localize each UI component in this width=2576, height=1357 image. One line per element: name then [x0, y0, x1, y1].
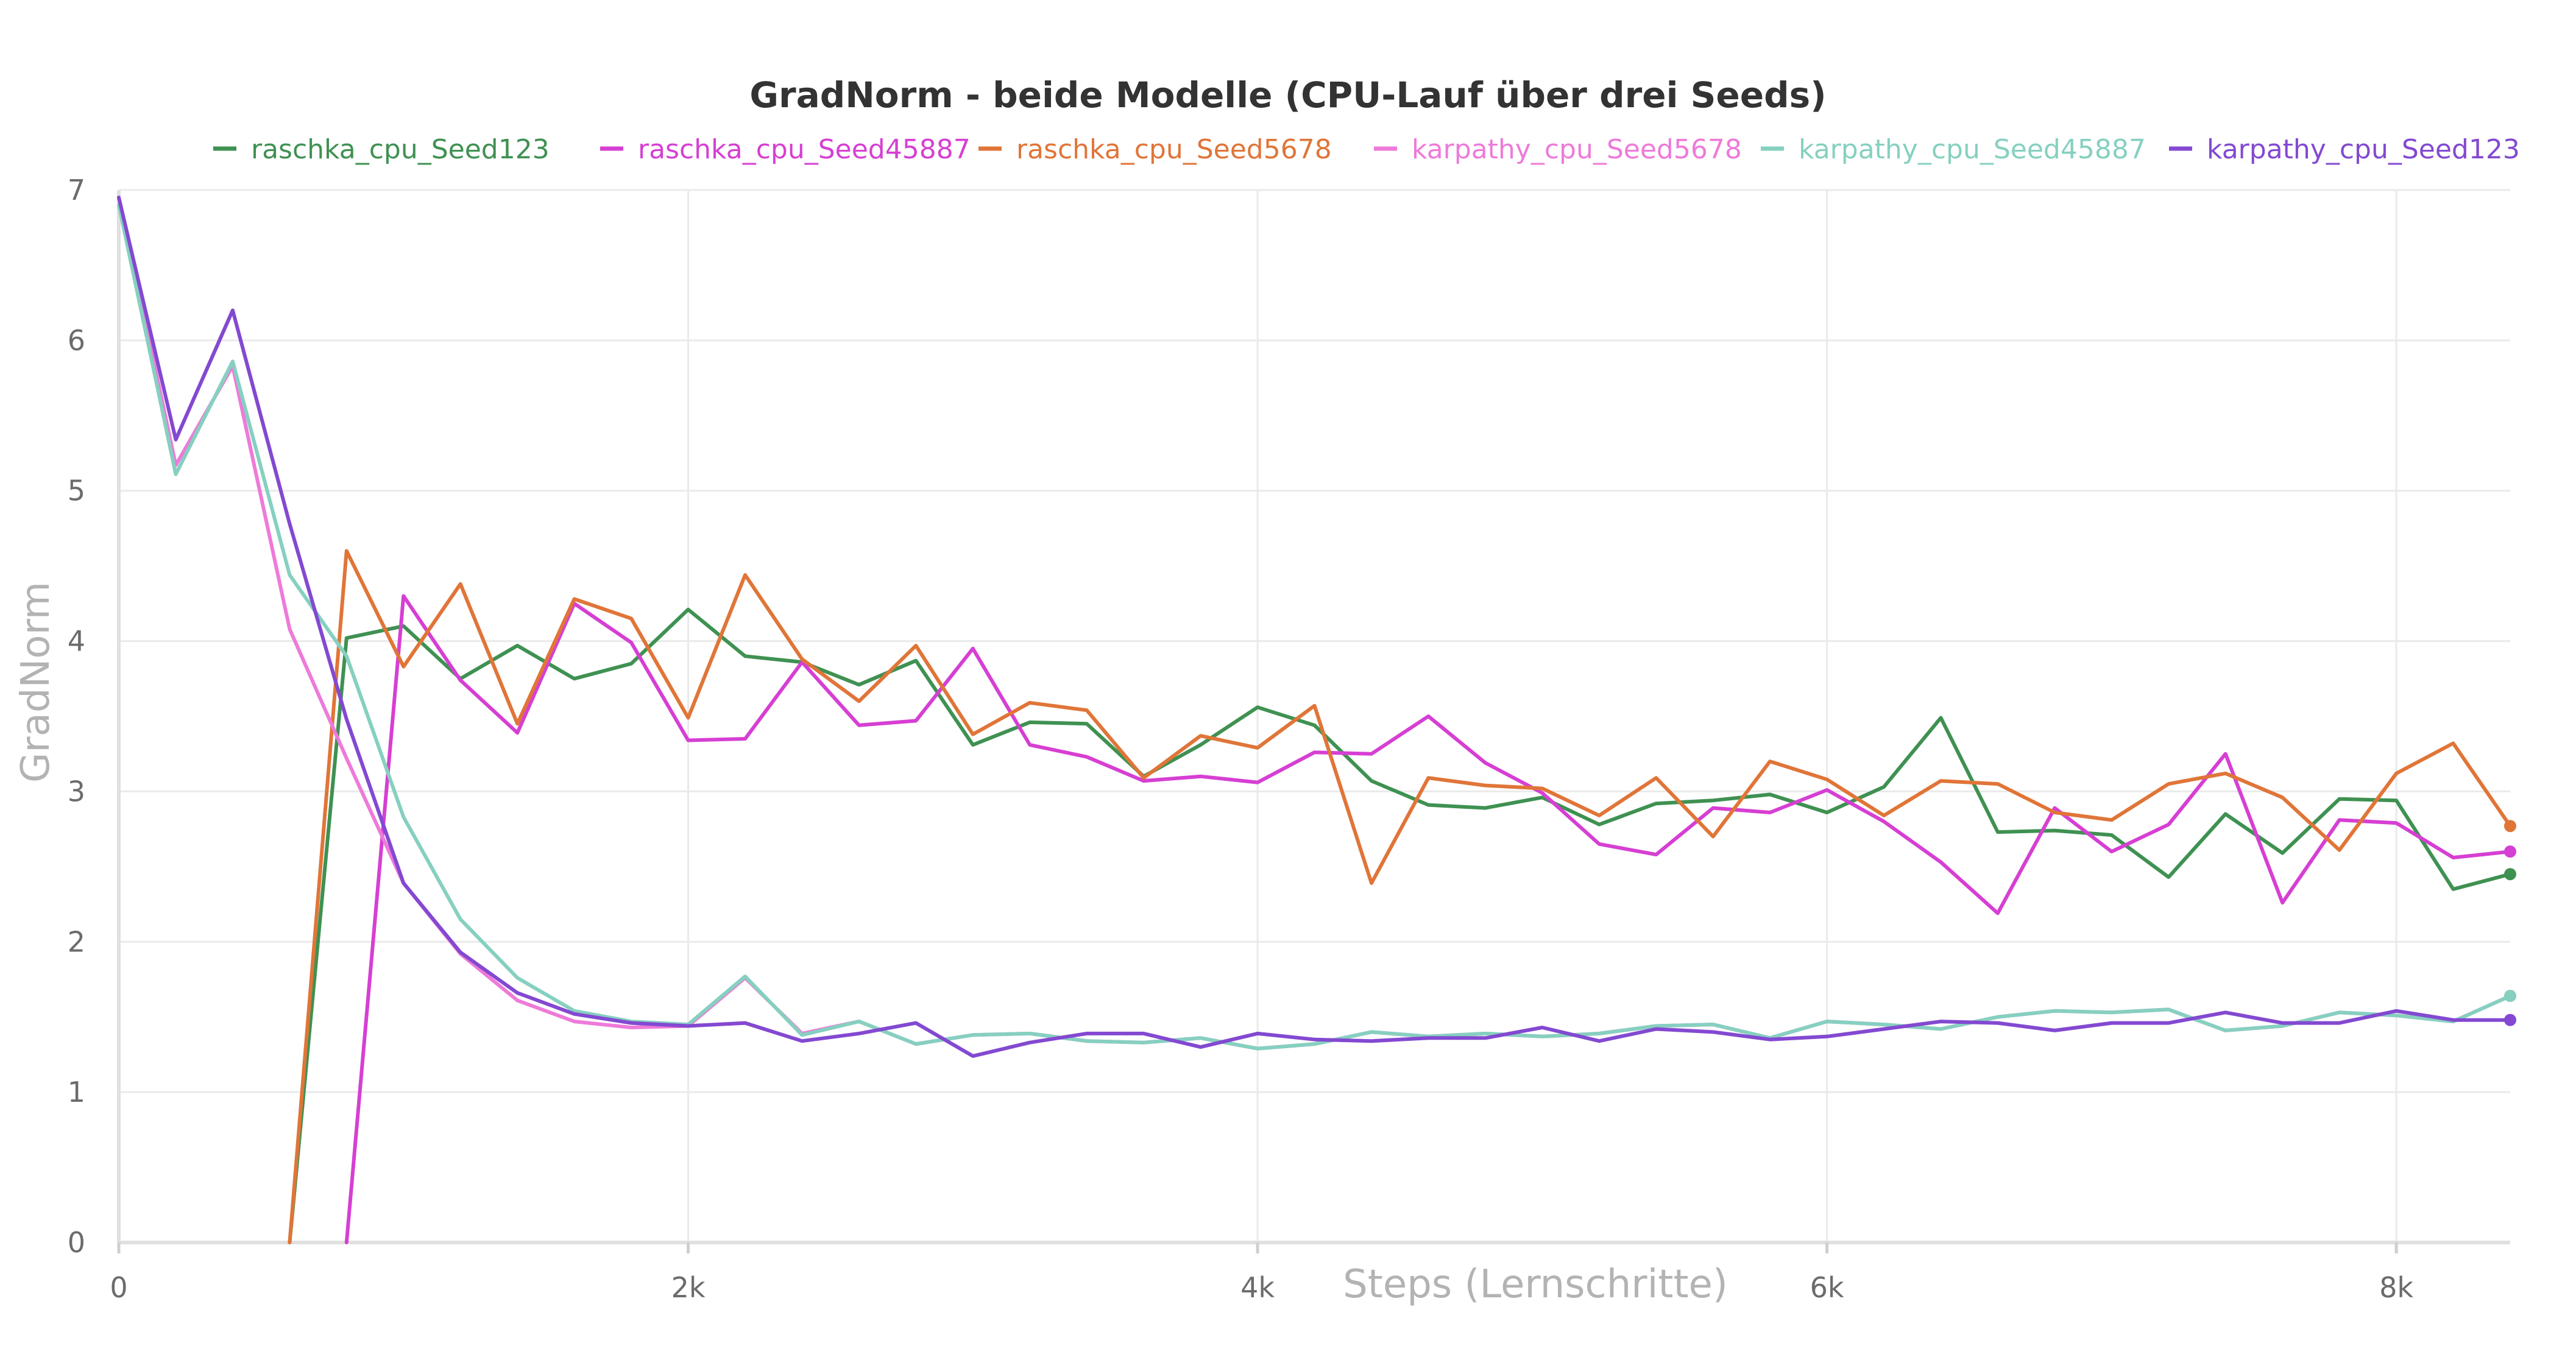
y-tick-label: 7	[68, 174, 85, 206]
series-line-raschka_cpu_Seed45887	[344, 594, 2512, 1244]
series-line-raschka_cpu_Seed123	[288, 607, 2512, 1244]
chart-title: GradNorm - beide Modelle (CPU-Lauf über …	[749, 74, 1826, 116]
series-end-point-karpathy_cpu_Seed45887	[2504, 990, 2516, 1003]
series-end-point-raschka_cpu_Seed123	[2504, 868, 2516, 881]
x-tick-label: 6k	[1810, 1271, 1844, 1304]
x-tick-label: 0	[110, 1271, 127, 1304]
y-tick-label: 5	[68, 474, 85, 507]
y-tick-label: 3	[68, 775, 85, 808]
legend-label-raschka_cpu_Seed5678: raschka_cpu_Seed5678	[1016, 134, 1332, 165]
legend-label-karpathy_cpu_Seed45887: karpathy_cpu_Seed45887	[1799, 134, 2146, 165]
axes	[117, 190, 2510, 1253]
series-end-point-karpathy_cpu_Seed123	[2504, 1013, 2516, 1026]
y-axis-label: GradNorm	[13, 582, 58, 783]
legend-label-karpathy_cpu_Seed5678: karpathy_cpu_Seed5678	[1412, 134, 1742, 165]
y-tick-label: 6	[68, 324, 85, 357]
series-line-raschka_cpu_Seed5678	[288, 549, 2512, 1244]
y-tick-label: 0	[68, 1226, 85, 1259]
series-end-point-raschka_cpu_Seed5678	[2504, 820, 2516, 833]
x-tick-label: 8k	[2379, 1271, 2413, 1304]
y-tick-label: 1	[68, 1076, 85, 1109]
series-end-point-raschka_cpu_Seed45887	[2504, 845, 2516, 858]
x-tick-label: 2k	[671, 1271, 706, 1304]
legend-label-karpathy_cpu_Seed123: karpathy_cpu_Seed123	[2207, 134, 2520, 165]
legend-label-raschka_cpu_Seed123: raschka_cpu_Seed123	[251, 134, 550, 165]
series-group	[117, 196, 2516, 1244]
series-line-karpathy_cpu_Seed45887	[117, 203, 2512, 1051]
x-tick-label: 4k	[1240, 1271, 1275, 1304]
series-line-karpathy_cpu_Seed123	[117, 196, 2512, 1058]
grid-lines	[119, 189, 2510, 1242]
tick-labels: 0 1 2 3 4 5 6 7 0 2k 4k 6k 8k	[68, 174, 2414, 1304]
chart-legend: raschka_cpu_Seed123 raschka_cpu_Seed45887…	[213, 134, 2520, 165]
y-tick-label: 4	[68, 625, 85, 658]
x-axis-label: Steps (Lernschritte)	[1343, 1262, 1728, 1307]
legend-label-raschka_cpu_Seed45887: raschka_cpu_Seed45887	[638, 134, 971, 165]
y-tick-label: 2	[68, 925, 85, 958]
